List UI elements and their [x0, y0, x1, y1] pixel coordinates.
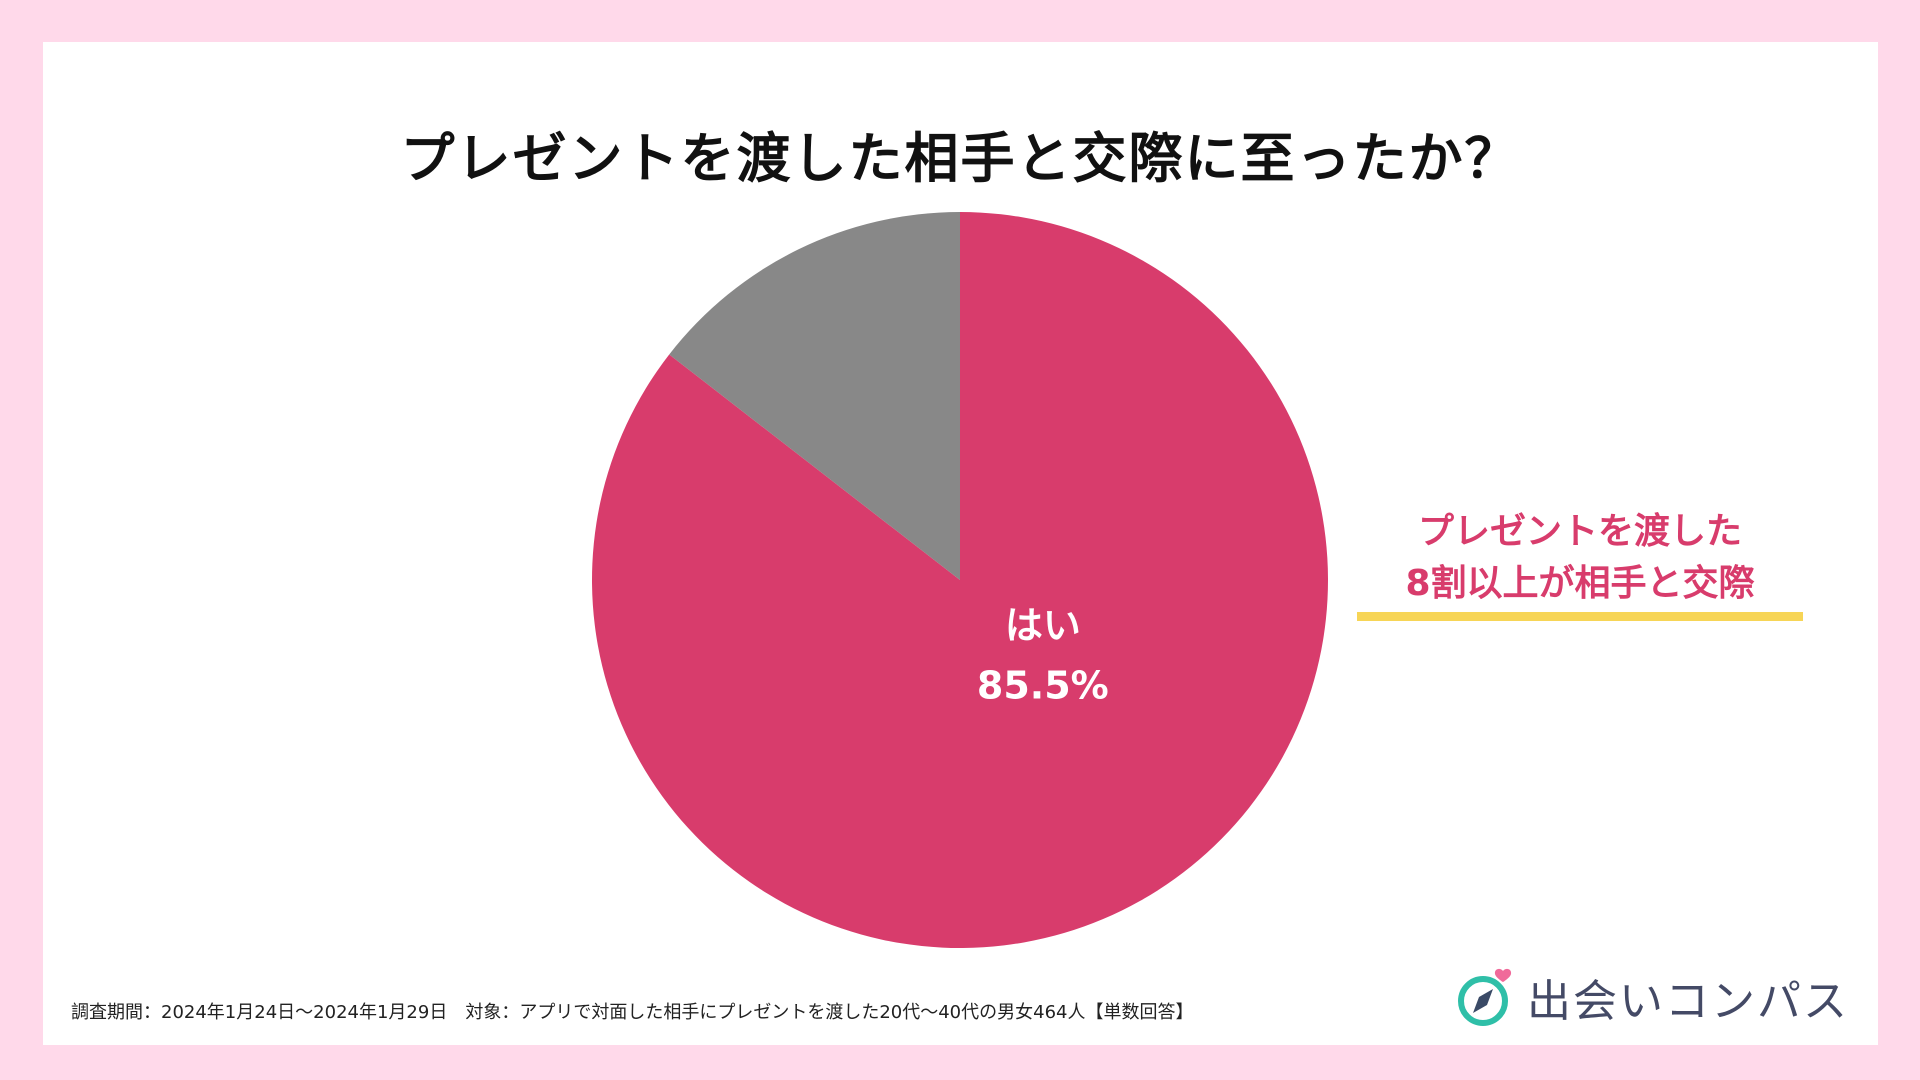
survey-footnote: 調査期間：2024年1月24日〜2024年1月29日 対象：アプリで対面した相手… [71, 1002, 1194, 1023]
pie-labels: はい 85.5% [977, 604, 1109, 708]
pie-slice-1 [669, 212, 960, 580]
brand-name: 出会いコンパス [1527, 976, 1849, 1027]
pie-slice-0 [591, 212, 1328, 948]
callout-line-1: プレゼントを渡した [1417, 511, 1742, 552]
pie-slices [591, 212, 1328, 948]
chart-card: プレゼントを渡した相手と交際に至ったか？ はい 85.5% プレゼントを渡した 8… [43, 42, 1878, 1045]
callout-line-2: 8割以上が相手と交際 [1405, 563, 1755, 604]
chart-title: プレゼントを渡した相手と交際に至ったか？ [400, 127, 1521, 190]
slice-label-0: はい [1005, 604, 1081, 648]
compass-heart-icon [1458, 968, 1512, 1026]
callout: プレゼントを渡した 8割以上が相手と交際 [1355, 506, 1805, 610]
pie-chart: はい 85.5% [591, 212, 1328, 948]
brand-logo: 出会いコンパス [1453, 962, 1849, 1032]
callout-underline [1357, 612, 1803, 621]
slice-value-0: 85.5% [977, 664, 1109, 708]
